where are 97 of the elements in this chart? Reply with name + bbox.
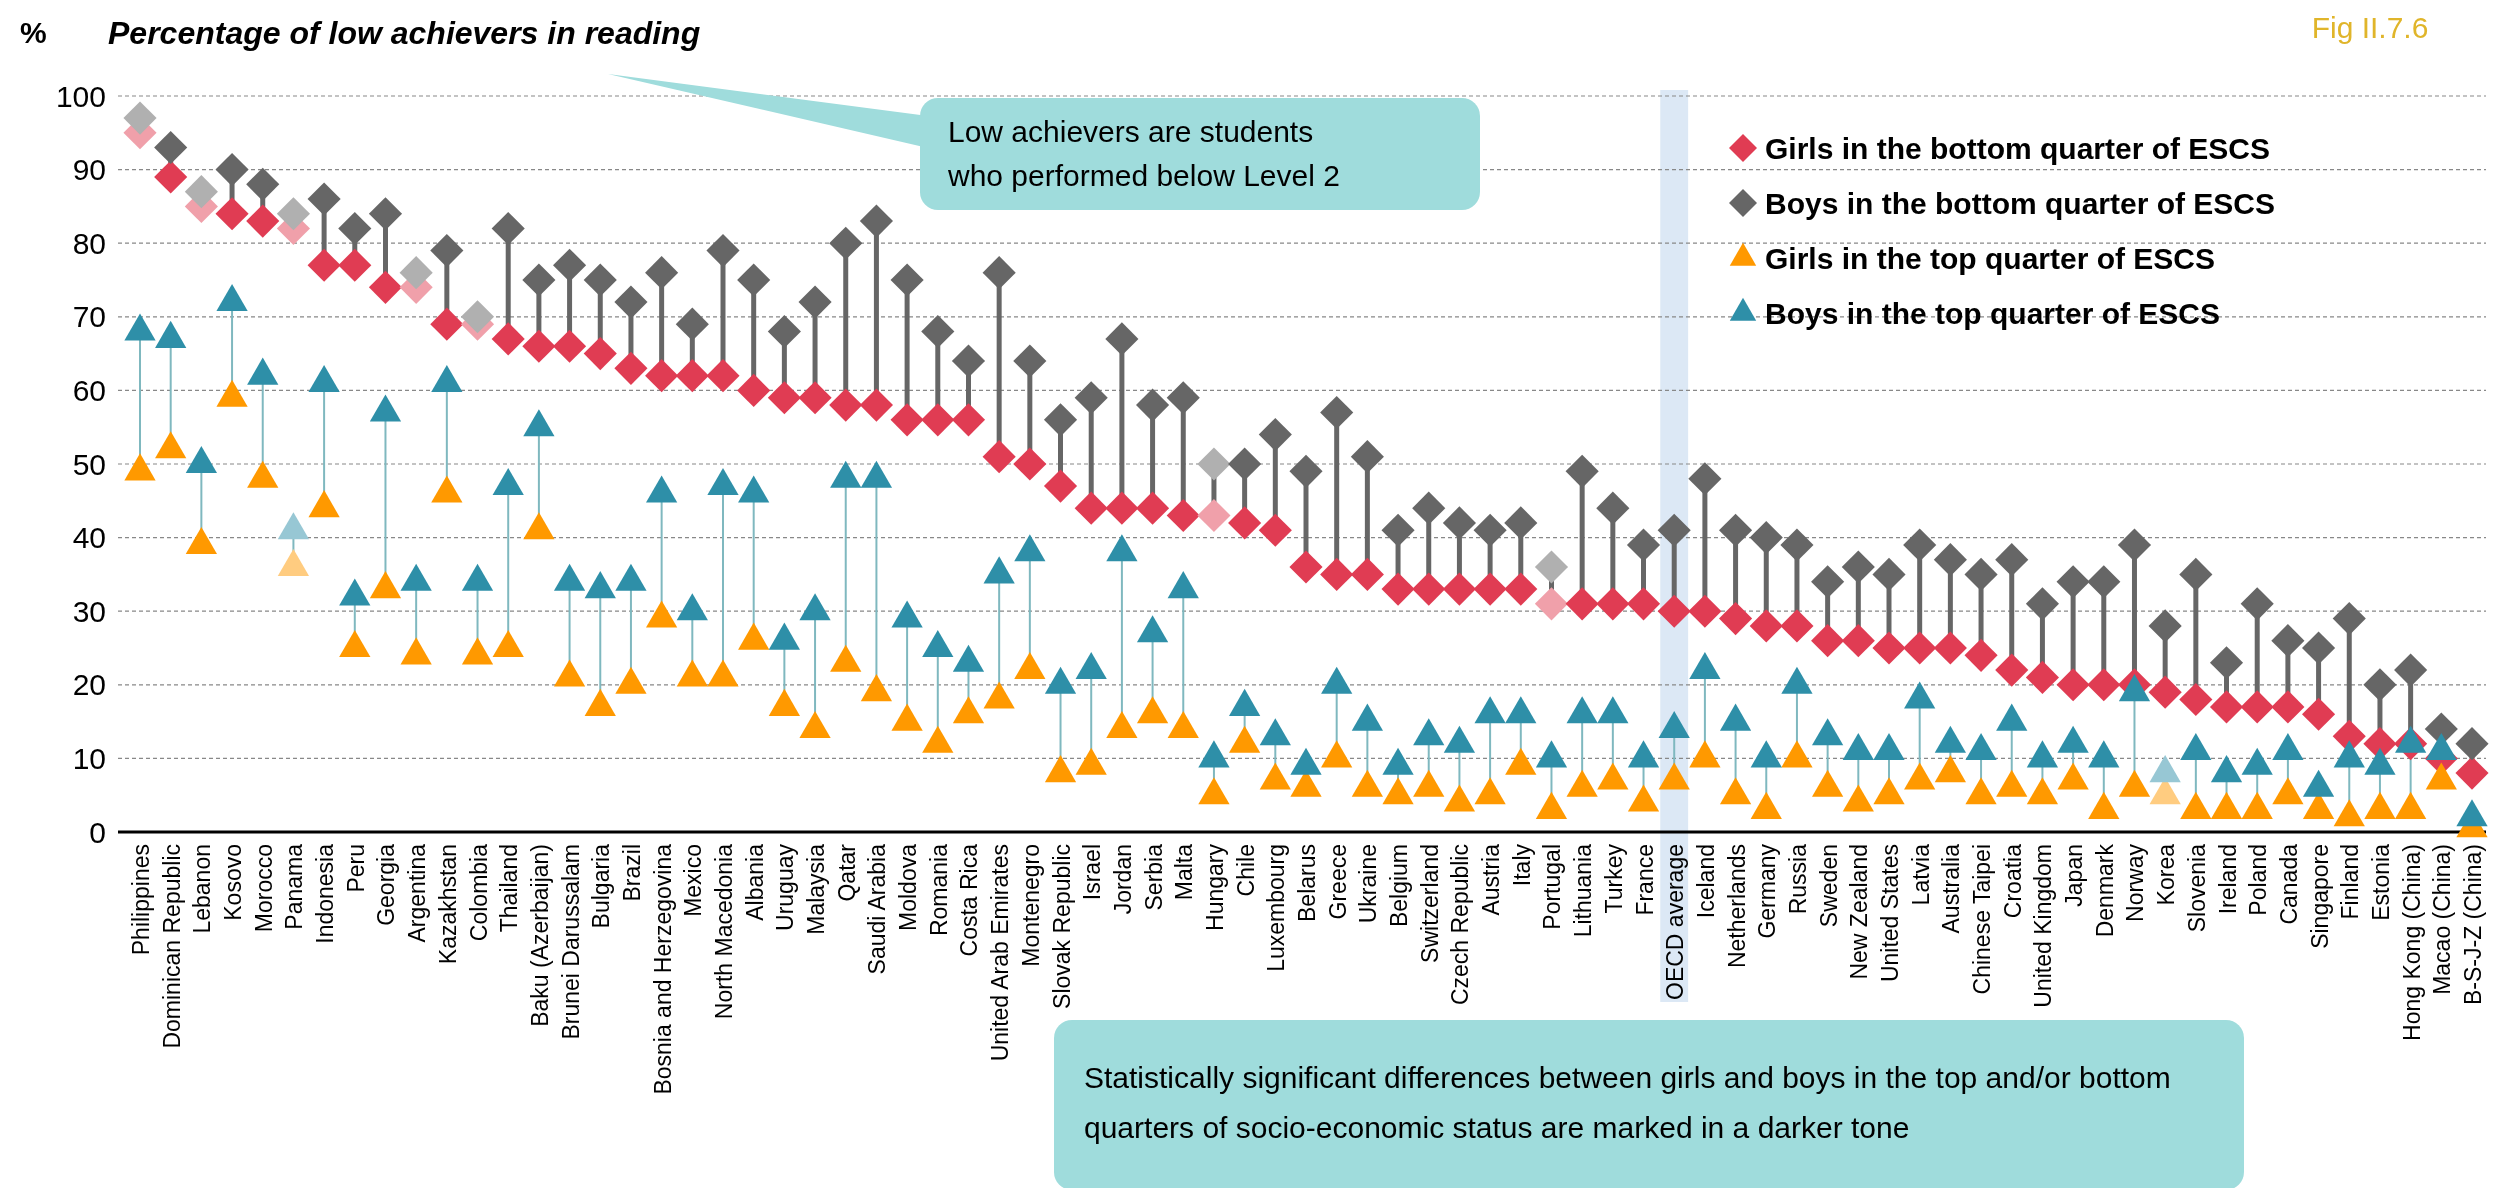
y-tick-label: 90 <box>72 153 106 187</box>
legend-label: Girls in the top quarter of ESCS <box>1765 241 2216 275</box>
y-tick-label: 50 <box>72 447 106 481</box>
x-tick-label: Lithuania <box>1570 843 1597 938</box>
x-tick-label: Portugal <box>1539 844 1566 930</box>
y-tick-label: 80 <box>72 226 106 260</box>
x-tick-label: Turkey <box>1600 843 1627 914</box>
x-tick-label: Baku (Azerbaijan) <box>526 844 553 1027</box>
x-tick-label: Australia <box>1938 843 1965 934</box>
x-tick-label: Saudi Arabia <box>864 843 891 975</box>
x-tick-label: Austria <box>1478 843 1505 916</box>
x-tick-label: Montenegro <box>1017 844 1044 967</box>
x-tick-label: Latvia <box>1907 843 1934 906</box>
x-tick-label: Slovak Republic <box>1048 844 1075 1009</box>
y-tick-label: 10 <box>72 741 106 775</box>
y-tick-label: 100 <box>55 79 106 113</box>
x-tick-label: Sweden <box>1815 844 1842 928</box>
x-tick-label: Belarus <box>1294 844 1320 922</box>
x-tick-label: Kosovo <box>220 844 247 921</box>
x-tick-label: Jordan <box>1109 844 1136 915</box>
x-tick-label: Bulgaria <box>588 843 615 929</box>
x-tick-label: Norway <box>2122 843 2149 922</box>
x-tick-label: Morocco <box>250 844 277 933</box>
x-tick-label: Bosnia and Herzegovina <box>649 843 676 1095</box>
x-tick-label: Peru <box>342 844 369 893</box>
x-tick-label: Qatar <box>833 843 860 902</box>
x-tick-label: Serbia <box>1140 843 1167 911</box>
x-tick-label: Dominican Republic <box>158 844 185 1049</box>
x-tick-label: Indonesia <box>312 843 339 944</box>
x-tick-label: Germany <box>1754 843 1781 939</box>
x-tick-label: Israel <box>1079 844 1106 901</box>
x-tick-label: Hong Kong (China) <box>2398 844 2425 1041</box>
x-tick-label: Singapore <box>2306 844 2333 949</box>
x-tick-label: B-S-J-Z (China) <box>2460 844 2486 1006</box>
chart-title: Percentage of low achievers in reading <box>108 15 701 51</box>
x-tick-label: Chile <box>1232 844 1259 897</box>
y-tick-label: 40 <box>72 521 106 555</box>
x-tick-label: Belgium <box>1386 844 1413 928</box>
x-tick-label: Brunei Darussalam <box>557 844 584 1040</box>
x-tick-label: Hungary <box>1201 843 1228 931</box>
y-tick-label: 60 <box>72 373 106 407</box>
y-tick-label: 70 <box>72 300 106 334</box>
x-tick-label: Croatia <box>1999 843 2026 919</box>
x-tick-label: Finland <box>2337 844 2364 920</box>
x-tick-label: Albania <box>741 843 768 921</box>
x-tick-label: Brazil <box>618 844 645 902</box>
x-tick-label: Korea <box>2153 843 2180 906</box>
x-tick-label: Thailand <box>496 844 523 933</box>
x-tick-label: Malta <box>1171 843 1198 901</box>
x-tick-label: Colombia <box>465 843 492 942</box>
x-tick-label: New Zealand <box>1846 844 1873 980</box>
y-tick-label: 20 <box>72 668 106 702</box>
x-tick-label: North Macedonia <box>711 843 737 1020</box>
legend-label: Boys in the bottom quarter of ESCS <box>1765 186 2276 220</box>
y-tick-label: 0 <box>89 815 106 849</box>
x-tick-label: Mexico <box>680 844 707 917</box>
x-tick-label: Panama <box>281 843 308 930</box>
x-tick-label: Estonia <box>2367 843 2394 921</box>
x-tick-label: Greece <box>1324 844 1351 920</box>
text: Statistically significant differences between girls and boys in the top and/or bottom quarters of socio-economic status are marked in a darker tone <box>1084 1061 2171 1144</box>
annotation: Low achievers are students who performed below Level 2 <box>947 115 1340 192</box>
x-tick-label: Italy <box>1508 843 1535 887</box>
x-tick-label: Philippines <box>128 844 154 956</box>
x-tick-label: Chinese Taipei <box>1969 844 1996 995</box>
x-tick-label: Iceland <box>1692 844 1719 919</box>
x-tick-label: Uruguay <box>772 843 799 931</box>
x-tick-label: Ireland <box>2214 844 2241 915</box>
x-tick-label: Georgia <box>373 843 400 926</box>
legend-label: Boys in the top quarter of ESCS <box>1765 296 2221 330</box>
x-tick-label: Slovenia <box>2183 843 2210 933</box>
x-tick-label: Denmark <box>2091 843 2118 938</box>
x-tick-label: United Kingdom <box>2030 844 2057 1008</box>
legend-label: Girls in the bottom quarter of ESCS <box>1765 131 2271 165</box>
x-tick-label: Poland <box>2245 844 2272 916</box>
x-tick-label: Romania <box>925 843 952 937</box>
x-tick-label: France <box>1631 844 1658 916</box>
y-tick-label: 30 <box>72 594 106 628</box>
x-tick-label: Argentina <box>404 843 431 943</box>
x-tick-label: United Arab Emirates <box>987 844 1014 1062</box>
x-tick-label: Kazakhstan <box>434 844 461 965</box>
x-tick-label: Switzerland <box>1416 844 1443 963</box>
x-tick-label: Luxembourg <box>1263 844 1290 972</box>
y-axis-title: % <box>20 16 47 49</box>
x-tick-label: Czech Republic <box>1447 844 1474 1006</box>
text: Fig II.7.6 <box>2311 11 2429 44</box>
x-tick-label: OECD average <box>1662 844 1689 1000</box>
x-tick-label: Costa Rica <box>956 843 983 957</box>
x-tick-label: Ukraine <box>1355 844 1382 924</box>
x-tick-label: Japan <box>2061 844 2088 907</box>
x-tick-label: Moldova <box>895 843 922 931</box>
x-tick-label: Canada <box>2275 843 2302 925</box>
x-tick-label: Malaysia <box>803 843 830 935</box>
x-tick-label: Lebanon <box>189 844 216 934</box>
x-tick-label: United States <box>1877 844 1903 983</box>
x-tick-label: Netherlands <box>1723 844 1750 969</box>
x-tick-label: Macao (China) <box>2429 844 2456 995</box>
x-tick-label: Russia <box>1784 843 1811 915</box>
